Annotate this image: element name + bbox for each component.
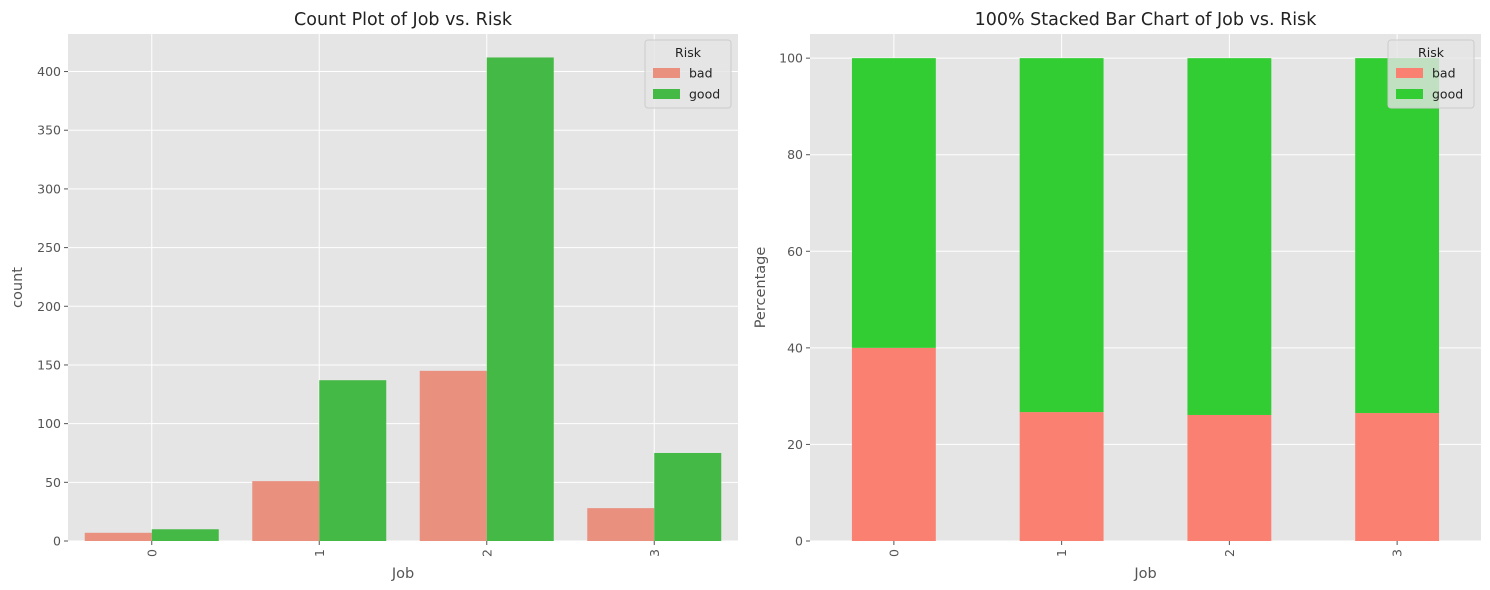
stacked-bar-good-job-2 <box>1187 58 1272 415</box>
count-plot-legend-label-good: good <box>689 87 720 102</box>
count-plot-legend-swatch-good <box>653 89 680 99</box>
count-plot-x-axis-label: Job <box>391 566 414 582</box>
stacked-bar-bad-job-3 <box>1355 413 1440 541</box>
stacked-chart-legend-swatch-bad <box>1396 68 1423 78</box>
count-plot-chart: 0 50 100 150 200 250 300 350 400 0 1 2 3 Count Plot… <box>10 10 738 582</box>
x-tick-label: 2 <box>479 549 494 557</box>
x-tick-label: 2 <box>1222 549 1237 557</box>
stacked-chart-x-axis-label: Job <box>1133 566 1156 582</box>
stacked-bar-bad-job-1 <box>1019 412 1104 541</box>
stacked-bar-good-job-1 <box>1019 58 1104 413</box>
y-tick-label: 150 <box>37 357 61 372</box>
y-tick-label: 300 <box>37 181 61 196</box>
stacked-bar-good-job-3 <box>1355 58 1440 414</box>
stacked-chart-legend-swatch-good <box>1396 89 1423 99</box>
stacked-bar-good-job-0 <box>851 58 936 348</box>
x-tick-label: 1 <box>1054 549 1069 557</box>
y-tick-label: 100 <box>37 416 61 431</box>
bar-bad-job-2 <box>419 370 487 541</box>
y-tick-label: 60 <box>787 244 803 259</box>
x-tick-label: 1 <box>312 549 327 557</box>
y-tick-label: 50 <box>45 475 61 490</box>
bar-bad-job-1 <box>252 481 320 541</box>
bar-bad-job-0 <box>84 532 152 541</box>
count-plot-x-ticks: 0 1 2 3 <box>144 541 662 557</box>
count-plot-background <box>68 34 738 541</box>
bar-bad-job-3 <box>587 508 655 541</box>
y-tick-label: 20 <box>787 437 803 452</box>
y-tick-label: 250 <box>37 240 61 255</box>
y-tick-label: 0 <box>53 534 61 549</box>
stacked-chart-y-axis-label: Percentage <box>753 247 769 329</box>
y-tick-label: 400 <box>37 64 61 79</box>
y-tick-label: 200 <box>37 299 61 314</box>
stacked-bar-bad-job-2 <box>1187 414 1272 541</box>
bar-good-job-3 <box>654 452 722 541</box>
stacked-chart-legend-label-bad: bad <box>1432 66 1456 81</box>
bar-good-job-2 <box>486 57 554 541</box>
stacked-chart-legend-title: Risk <box>1418 45 1445 60</box>
count-plot-bars <box>84 57 722 541</box>
y-tick-label: 350 <box>37 123 61 138</box>
count-plot-legend-label-bad: bad <box>689 66 713 81</box>
y-tick-label: 100 <box>779 51 803 66</box>
stacked-chart-x-ticks: 0 1 2 3 <box>886 541 1405 557</box>
stacked-bar-chart: 0 20 40 60 80 100 0 1 2 3 100% Stacked Bar Chart… <box>753 10 1481 582</box>
stacked-chart-legend-label-good: good <box>1432 87 1463 102</box>
bar-good-job-0 <box>151 529 219 541</box>
count-plot-legend-swatch-bad <box>653 68 680 78</box>
count-plot-title: Count Plot of Job vs. Risk <box>294 10 513 30</box>
count-plot-legend: Risk bad good <box>644 39 732 109</box>
stacked-bar-bad-job-0 <box>851 347 936 541</box>
stacked-chart-title: 100% Stacked Bar Chart of Job vs. Risk <box>975 10 1318 30</box>
x-tick-label: 0 <box>144 549 159 557</box>
stacked-chart-bars <box>851 58 1440 541</box>
count-plot-y-ticks: 0 50 100 150 200 250 300 350 400 <box>37 64 68 549</box>
count-plot-legend-title: Risk <box>675 45 702 60</box>
x-tick-label: 0 <box>886 549 901 557</box>
x-tick-label: 3 <box>647 549 662 557</box>
y-tick-label: 0 <box>795 534 803 549</box>
stacked-chart-y-ticks: 0 20 40 60 80 100 <box>779 51 810 549</box>
bar-good-job-1 <box>319 380 387 541</box>
y-tick-label: 80 <box>787 147 803 162</box>
y-tick-label: 40 <box>787 340 803 355</box>
stacked-chart-legend: Risk bad good <box>1387 39 1475 109</box>
x-tick-label: 3 <box>1390 549 1405 557</box>
count-plot-y-axis-label: count <box>10 267 26 308</box>
